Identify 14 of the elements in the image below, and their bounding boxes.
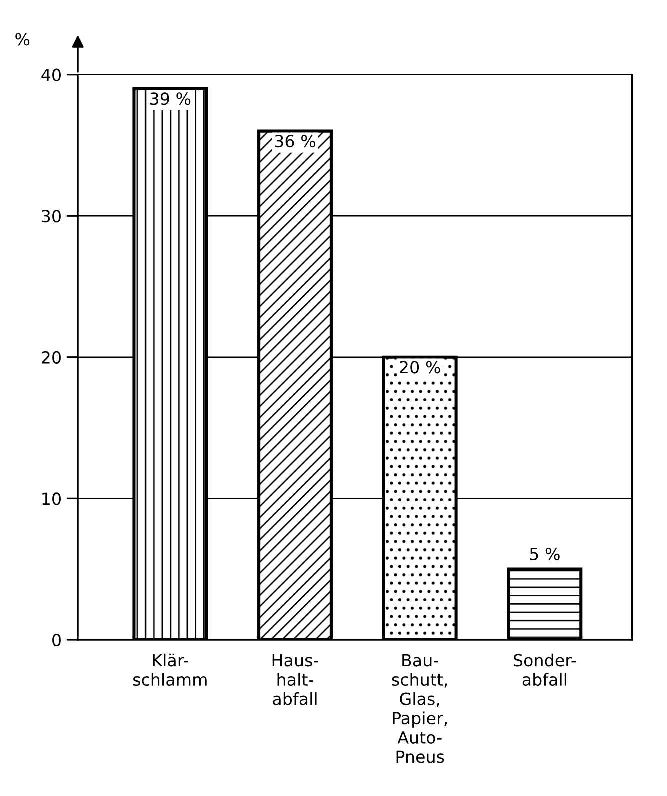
data-label: 36 % bbox=[275, 135, 316, 148]
y-tick-label: 30 bbox=[42, 210, 61, 223]
data-label: 20 % bbox=[400, 361, 440, 374]
y-tick-label: 40 bbox=[42, 68, 61, 82]
x-tick-label: Bau- schutt, Glas, Papier, Auto- Pneus bbox=[392, 654, 448, 764]
x-tick-label: Sonder- abfall bbox=[514, 654, 576, 686]
y-tick-label: 20 bbox=[42, 351, 61, 364]
x-tick-label: Haus- halt- abfall bbox=[272, 654, 318, 706]
x-tick-label: Klär- schlamm bbox=[133, 654, 207, 686]
y-axis-title: % bbox=[16, 33, 30, 46]
y-tick-label: 0 bbox=[52, 634, 61, 647]
y-tick-label: 10 bbox=[42, 492, 61, 506]
data-label: 39 % bbox=[150, 92, 191, 106]
data-label: 5 % bbox=[530, 548, 560, 560]
